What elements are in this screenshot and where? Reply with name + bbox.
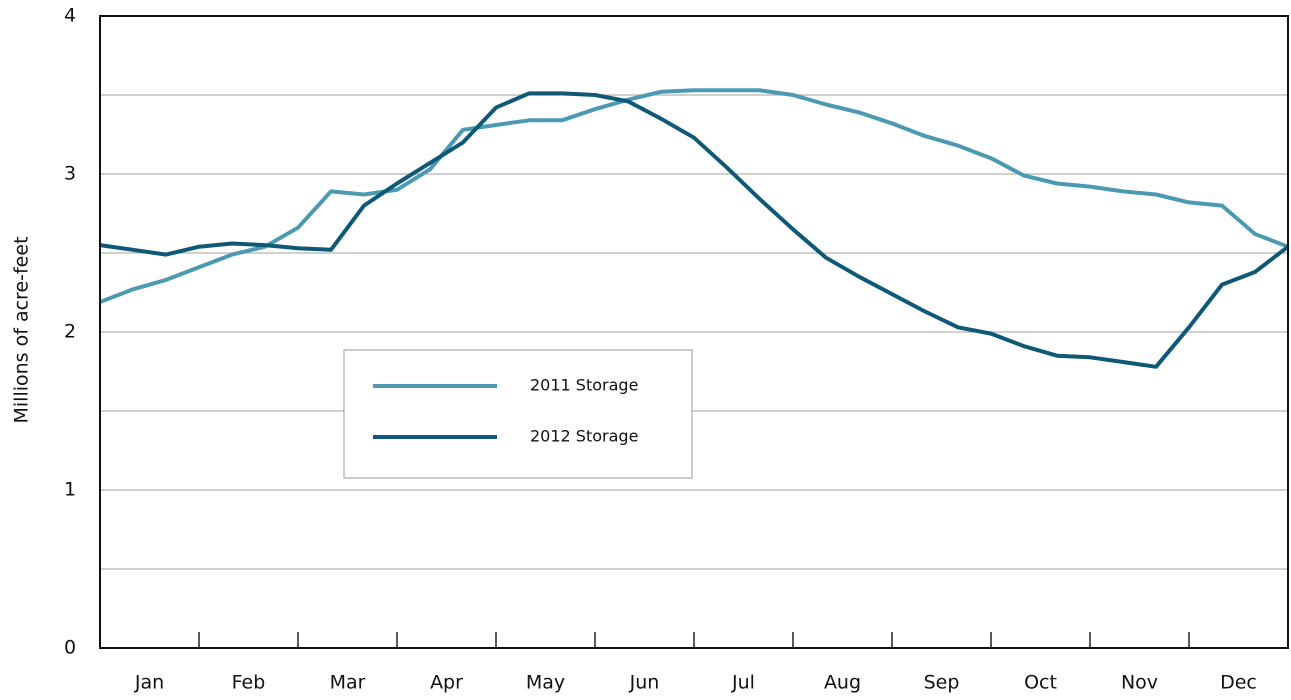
- plot-frame: [99, 15, 1289, 649]
- series-line: [99, 91, 1290, 369]
- series-line: [99, 88, 1289, 304]
- x-tick-label: Oct: [1024, 672, 1057, 694]
- legend-box: [343, 349, 693, 479]
- y-tick-label: 1: [64, 479, 76, 501]
- x-tick-label: May: [526, 672, 565, 694]
- x-tick-label: Feb: [232, 672, 266, 694]
- x-tick-label: Aug: [824, 672, 861, 694]
- x-tick-label: Jul: [731, 672, 755, 694]
- y-tick-label: 3: [64, 163, 76, 185]
- x-tick-label: Sep: [924, 672, 960, 694]
- x-tick-label: Mar: [330, 672, 366, 694]
- legend-label: 2012 Storage: [530, 427, 638, 446]
- x-tick-label: Nov: [1121, 672, 1158, 694]
- y-tick-label: 2: [64, 321, 76, 343]
- x-tick-label: Apr: [430, 672, 463, 694]
- y-tick-label: 0: [64, 637, 76, 659]
- x-tick-label: Jun: [629, 672, 660, 694]
- legend-label: 2011 Storage: [530, 376, 638, 395]
- y-axis-label: Millions of acre-feet: [11, 236, 33, 423]
- x-tick-label: Jan: [134, 672, 164, 694]
- x-tick-label: Dec: [1220, 672, 1257, 694]
- y-tick-label: 4: [64, 5, 76, 27]
